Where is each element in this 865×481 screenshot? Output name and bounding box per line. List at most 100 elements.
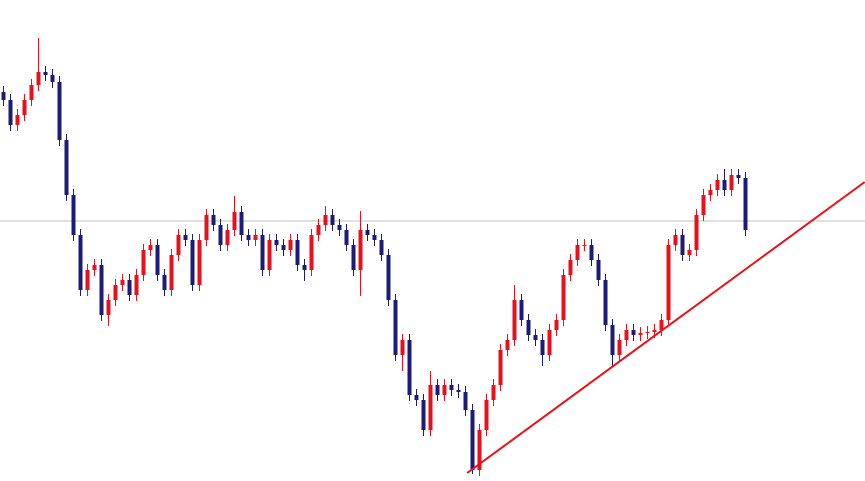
candle-body — [596, 260, 601, 280]
candle-body — [442, 385, 447, 395]
candle-body — [449, 385, 454, 390]
candle-body — [64, 140, 69, 195]
candle-body — [316, 225, 321, 235]
candle-body — [57, 82, 62, 140]
candle-body — [484, 400, 489, 430]
candle-body — [99, 265, 104, 315]
trendline — [466, 181, 865, 474]
candle-body — [687, 250, 692, 255]
candle-body — [288, 240, 293, 250]
candle-body — [155, 245, 160, 275]
candle-body — [358, 230, 363, 270]
candle-body — [225, 230, 230, 245]
candle-body — [456, 390, 461, 392]
candle-body — [708, 190, 713, 195]
candle-body — [680, 235, 685, 255]
candle-body — [106, 300, 111, 315]
candle-body — [29, 85, 34, 100]
candle-body — [36, 72, 41, 85]
candle-body — [498, 350, 503, 385]
candle-body — [561, 275, 566, 320]
candle-body — [736, 175, 741, 178]
candle-body — [218, 225, 223, 245]
candle-body — [85, 270, 90, 290]
candle-body — [512, 300, 517, 340]
candle-body — [50, 75, 55, 82]
candle-body — [43, 72, 48, 75]
candle-body — [274, 240, 279, 245]
candle-body — [631, 330, 636, 335]
candle-body — [603, 280, 608, 325]
candle-body — [652, 330, 657, 332]
candle-body — [8, 100, 13, 125]
candle-body — [281, 245, 286, 250]
candle-body — [239, 212, 244, 235]
candle-body — [610, 325, 615, 355]
candle-body — [183, 235, 188, 240]
candle-body — [344, 230, 349, 245]
candle-body — [295, 240, 300, 265]
candle-body — [141, 250, 146, 275]
candle-body — [267, 240, 272, 270]
candle-body — [729, 175, 734, 190]
candle-body — [379, 240, 384, 255]
candle-body — [127, 280, 132, 295]
candle-body — [435, 385, 440, 395]
candle-body — [323, 215, 328, 225]
candle-body — [15, 115, 20, 125]
candle-body — [197, 240, 202, 285]
candle-body — [673, 235, 678, 245]
candle-body — [162, 275, 167, 290]
candle-body — [407, 340, 412, 395]
candle-body — [309, 235, 314, 270]
candle-body — [547, 330, 552, 355]
candle-body — [351, 245, 356, 270]
candle-body — [526, 320, 531, 335]
candle-body — [617, 340, 622, 355]
candle-body — [232, 212, 237, 230]
candle-body — [463, 392, 468, 410]
candle-body — [253, 235, 258, 240]
candle-body — [78, 235, 83, 290]
candle-body — [575, 245, 580, 260]
candle-body — [386, 255, 391, 300]
candle-body — [113, 285, 118, 300]
candle-body — [1, 92, 6, 100]
candle-body — [715, 180, 720, 190]
candle-body — [428, 385, 433, 430]
candle-body — [120, 280, 125, 285]
candle-body — [589, 245, 594, 260]
candle-body — [477, 430, 482, 470]
candle-body — [169, 255, 174, 290]
candle-body — [533, 335, 538, 340]
candle-body — [260, 235, 265, 270]
candle-body — [372, 235, 377, 240]
candle-body — [568, 260, 573, 275]
candle-body — [176, 235, 181, 255]
candle-body — [421, 400, 426, 430]
candle-body — [554, 320, 559, 330]
candle-body — [148, 245, 153, 250]
candle-body — [645, 332, 650, 333]
candle-body — [211, 215, 216, 225]
candle-body — [582, 245, 587, 246]
candle-body — [519, 300, 524, 320]
candle-body — [505, 340, 510, 350]
candle-body — [330, 215, 335, 225]
candle-body — [722, 180, 727, 190]
candle-body — [71, 195, 76, 235]
candle-body — [666, 245, 671, 320]
candle-body — [365, 230, 370, 235]
candle-body — [638, 333, 643, 335]
candle-body — [92, 265, 97, 270]
candle-body — [701, 195, 706, 215]
candle-body — [302, 265, 307, 270]
candle-body — [246, 235, 251, 240]
candle-body — [134, 275, 139, 295]
candle-body — [190, 240, 195, 285]
candle-body — [22, 100, 27, 115]
candle-body — [624, 330, 629, 340]
candle-body — [694, 215, 699, 250]
candle-body — [414, 395, 419, 400]
